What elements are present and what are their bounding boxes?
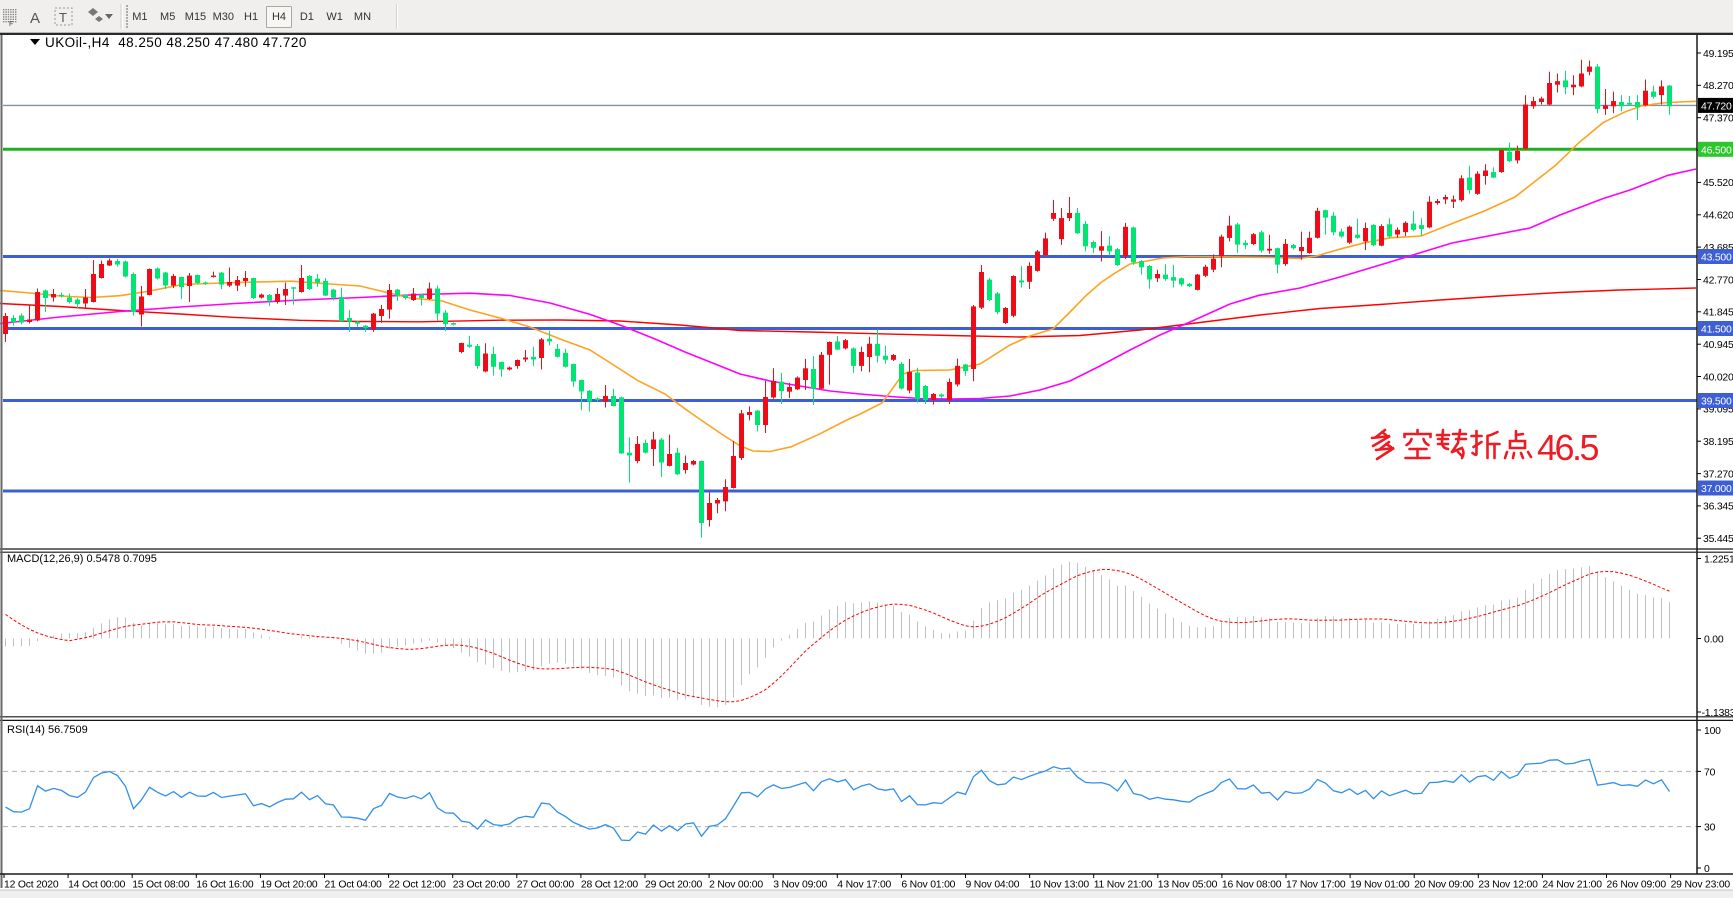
svg-text:0.00: 0.00 bbox=[1704, 635, 1724, 646]
svg-text:48.270: 48.270 bbox=[1703, 81, 1733, 92]
svg-text:43.500: 43.500 bbox=[1701, 253, 1732, 264]
svg-text:37.270: 37.270 bbox=[1703, 469, 1733, 480]
svg-text:28 Oct 12:00: 28 Oct 12:00 bbox=[581, 880, 639, 891]
svg-text:11 Nov 21:00: 11 Nov 21:00 bbox=[1094, 880, 1153, 891]
svg-text:3 Nov 09:00: 3 Nov 09:00 bbox=[773, 880, 827, 891]
svg-text:46.500: 46.500 bbox=[1701, 145, 1732, 156]
svg-text:1.2251: 1.2251 bbox=[1704, 555, 1733, 566]
svg-text:A: A bbox=[30, 10, 40, 27]
svg-text:14 Oct 00:00: 14 Oct 00:00 bbox=[68, 880, 126, 891]
svg-text:23 Oct 20:00: 23 Oct 20:00 bbox=[453, 880, 511, 891]
svg-text:MACD(12,26,9) 0.5478 0.7095: MACD(12,26,9) 0.5478 0.7095 bbox=[7, 553, 157, 565]
svg-text:23 Nov 12:00: 23 Nov 12:00 bbox=[1478, 880, 1538, 891]
svg-text:29 Oct 20:00: 29 Oct 20:00 bbox=[645, 880, 703, 891]
svg-text:46.5: 46.5 bbox=[1537, 427, 1599, 468]
svg-text:4 Nov 17:00: 4 Nov 17:00 bbox=[837, 880, 891, 891]
svg-text:24 Nov 21:00: 24 Nov 21:00 bbox=[1542, 880, 1602, 891]
svg-text:20 Nov 09:00: 20 Nov 09:00 bbox=[1414, 880, 1474, 891]
svg-text:29 Nov 23:00: 29 Nov 23:00 bbox=[1671, 880, 1731, 891]
svg-text:39.500: 39.500 bbox=[1701, 397, 1732, 408]
svg-text:43.685: 43.685 bbox=[1703, 243, 1733, 254]
svg-text:10 Nov 13:00: 10 Nov 13:00 bbox=[1030, 880, 1090, 891]
svg-text:47.370: 47.370 bbox=[1703, 114, 1733, 125]
svg-text:9 Nov 04:00: 9 Nov 04:00 bbox=[966, 880, 1020, 891]
svg-text:41.845: 41.845 bbox=[1703, 308, 1733, 319]
svg-text:39.095: 39.095 bbox=[1703, 405, 1733, 416]
svg-text:19 Oct 20:00: 19 Oct 20:00 bbox=[260, 880, 318, 891]
svg-text:6 Nov 01:00: 6 Nov 01:00 bbox=[901, 880, 955, 891]
svg-text:40.020: 40.020 bbox=[1703, 372, 1733, 383]
svg-text:0: 0 bbox=[1704, 864, 1710, 875]
svg-text:RSI(14) 56.7509: RSI(14) 56.7509 bbox=[7, 724, 88, 736]
svg-text:-1.1383: -1.1383 bbox=[1702, 708, 1733, 719]
svg-text:38.195: 38.195 bbox=[1703, 437, 1733, 448]
svg-text:16 Oct 16:00: 16 Oct 16:00 bbox=[196, 880, 254, 891]
svg-text:16 Nov 08:00: 16 Nov 08:00 bbox=[1222, 880, 1282, 891]
svg-text:27 Oct 00:00: 27 Oct 00:00 bbox=[517, 880, 575, 891]
svg-text:41.500: 41.500 bbox=[1701, 325, 1732, 336]
svg-text:37.000: 37.000 bbox=[1701, 484, 1732, 495]
svg-text:26 Nov 09:00: 26 Nov 09:00 bbox=[1607, 880, 1667, 891]
svg-text:40.945: 40.945 bbox=[1703, 340, 1733, 351]
svg-text:100: 100 bbox=[1704, 726, 1721, 737]
svg-text:22 Oct 12:00: 22 Oct 12:00 bbox=[389, 880, 447, 891]
svg-text:36.345: 36.345 bbox=[1703, 502, 1733, 513]
svg-text:35.445: 35.445 bbox=[1703, 534, 1733, 545]
svg-text:30: 30 bbox=[1704, 823, 1716, 834]
svg-text:2 Nov 00:00: 2 Nov 00:00 bbox=[709, 880, 763, 891]
svg-text:45.520: 45.520 bbox=[1703, 178, 1733, 189]
svg-text:F: F bbox=[9, 21, 13, 28]
svg-text:UKOil-,H4 48.250 48.250 47.48: UKOil-,H4 48.250 48.250 47.480 47.720 bbox=[45, 35, 307, 50]
svg-text:T: T bbox=[59, 10, 67, 25]
svg-text:44.620: 44.620 bbox=[1703, 211, 1733, 222]
svg-text:12 Oct 2020: 12 Oct 2020 bbox=[4, 880, 59, 891]
svg-text:70: 70 bbox=[1704, 767, 1716, 778]
svg-text:17 Nov 17:00: 17 Nov 17:00 bbox=[1286, 880, 1346, 891]
svg-text:47.720: 47.720 bbox=[1701, 101, 1732, 112]
svg-text:15 Oct 08:00: 15 Oct 08:00 bbox=[132, 880, 190, 891]
svg-text:49.195: 49.195 bbox=[1703, 49, 1733, 60]
svg-text:13 Nov 05:00: 13 Nov 05:00 bbox=[1158, 880, 1218, 891]
svg-text:19 Nov 01:00: 19 Nov 01:00 bbox=[1350, 880, 1410, 891]
svg-text:21 Oct 04:00: 21 Oct 04:00 bbox=[325, 880, 383, 891]
svg-text:42.770: 42.770 bbox=[1703, 275, 1733, 286]
